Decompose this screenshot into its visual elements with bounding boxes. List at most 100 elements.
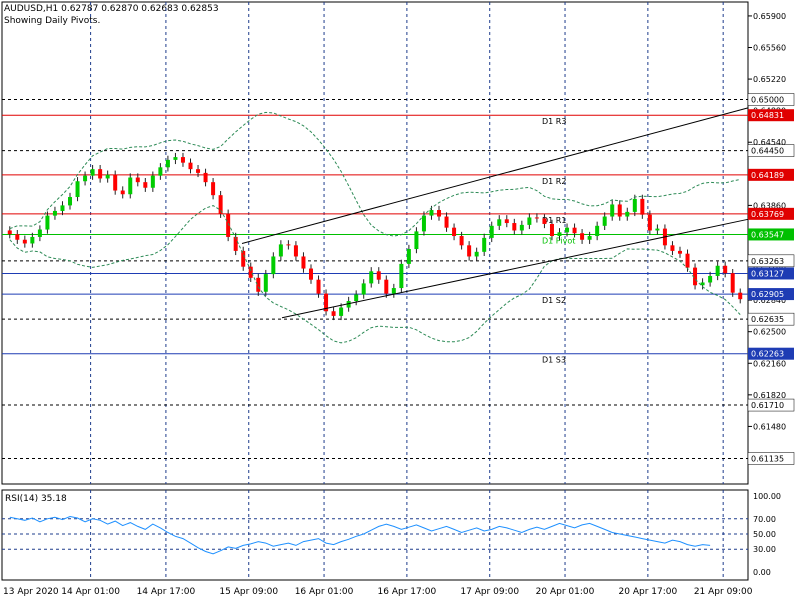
candle-body: [286, 244, 291, 246]
candle-body: [75, 181, 80, 198]
candle-body: [580, 233, 585, 240]
candle-body: [542, 218, 547, 224]
candle-body: [339, 307, 344, 316]
time-axis-label: 15 Apr 09:00: [219, 587, 278, 597]
candle-body: [165, 159, 170, 168]
candle-body: [519, 224, 524, 231]
trend-channel-upper: [241, 107, 749, 244]
candle-body: [271, 256, 276, 275]
pivot-price-label: 0.63769: [751, 210, 784, 219]
candle-body: [414, 231, 419, 250]
candle-body: [730, 273, 735, 293]
candle-body: [452, 227, 457, 237]
candle-body: [512, 223, 517, 231]
price-axis-label: 0.65220: [753, 75, 786, 84]
candle-body: [211, 182, 216, 196]
candle-body: [685, 253, 690, 268]
candle-body: [203, 172, 208, 183]
pivot-price-box: [748, 168, 794, 181]
candle-body: [173, 157, 178, 160]
rsi-line: [9, 515, 711, 555]
candle-body: [68, 197, 73, 206]
level-price-label: 0.63263: [751, 257, 784, 266]
candle-body: [90, 169, 95, 176]
rsi-axis-label: 50.00: [753, 530, 776, 539]
candle-body: [723, 265, 728, 274]
candle-body: [587, 236, 592, 240]
candle-body: [399, 263, 404, 289]
candle-body: [45, 215, 50, 230]
candle-body: [361, 283, 366, 295]
candle-body: [474, 251, 479, 257]
candle-body: [354, 294, 359, 302]
candle-body: [376, 271, 381, 280]
candle-body: [7, 230, 12, 235]
pivot-price-label: 0.62905: [751, 290, 784, 299]
pivot-price-box: [748, 109, 794, 122]
candle-body: [52, 210, 57, 216]
level-price-box: [747, 254, 795, 268]
pivot-price-box: [748, 207, 794, 220]
level-price-label: 0.61710: [751, 401, 784, 410]
candle-body: [158, 167, 163, 176]
price-axis-label: 0.63860: [753, 201, 786, 210]
candle-body: [143, 182, 148, 188]
candle-body: [98, 169, 103, 179]
rsi-axis-label: 30.00: [753, 545, 776, 554]
price-axis-label: 0.64540: [753, 138, 786, 147]
candle-body: [83, 175, 88, 182]
level-price-box: [747, 452, 795, 465]
candle-body: [256, 277, 261, 292]
price-axis-label: 0.65560: [753, 44, 786, 53]
pivot-price-label: 0.64189: [751, 171, 784, 180]
pivot-level-label: D1 R3: [542, 117, 566, 126]
candle-body: [120, 190, 125, 195]
candle-body: [565, 227, 570, 233]
pivot-price-label: 0.63547: [751, 230, 784, 239]
candle-body: [406, 249, 411, 264]
candle-body: [437, 210, 442, 217]
candle-body: [708, 275, 713, 283]
price-axis-label: 0.65900: [753, 12, 786, 21]
pivot-price-label: 0.63127: [751, 269, 784, 278]
bollinger-lower-band: [9, 205, 741, 344]
candle-body: [301, 256, 306, 269]
candle-body: [527, 217, 532, 225]
candle-body: [572, 227, 577, 234]
candle-body: [233, 236, 238, 251]
candle-body: [655, 228, 660, 231]
candle-body: [489, 225, 494, 238]
candle-body: [738, 292, 743, 300]
time-axis-label: 14 Apr 01:00: [61, 587, 120, 597]
candle-body: [135, 177, 140, 183]
candle-body: [248, 266, 253, 278]
price-axis-label: 0.61820: [753, 391, 786, 400]
pivot-price-box: [748, 267, 794, 280]
level-price-label: 0.61135: [751, 454, 784, 463]
time-axis-label: 20 Apr 01:00: [536, 587, 595, 597]
level-price-box: [747, 312, 795, 326]
candle-body: [557, 232, 562, 237]
candle-body: [180, 157, 185, 163]
pivot-price-label: 0.64831: [751, 111, 784, 120]
candle-body: [632, 198, 637, 212]
candle-body: [128, 177, 133, 195]
candle-body: [113, 174, 118, 191]
time-axis-label: 17 Apr 09:00: [460, 587, 519, 597]
candle-body: [504, 219, 509, 224]
candle-body: [196, 169, 201, 173]
price-axis-label: 0.62160: [753, 359, 786, 368]
candle-body: [429, 210, 434, 216]
candle-body: [595, 225, 600, 237]
candle-body: [369, 271, 374, 284]
candle-body: [693, 267, 698, 286]
time-axis-label: 20 Apr 17:00: [619, 587, 678, 597]
level-price-box: [747, 398, 795, 412]
candle-body: [391, 288, 396, 294]
candle-body: [316, 279, 321, 294]
candle-body: [218, 195, 223, 214]
pivot-price-box: [748, 347, 794, 360]
candle-body: [610, 204, 615, 217]
